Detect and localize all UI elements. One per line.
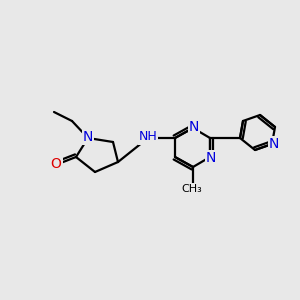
Text: N: N [206,151,216,165]
Text: N: N [189,120,199,134]
Text: NH: NH [139,130,158,143]
Text: O: O [51,157,62,171]
Text: CH₃: CH₃ [182,184,203,194]
Text: N: N [269,137,279,151]
Text: N: N [83,130,93,144]
